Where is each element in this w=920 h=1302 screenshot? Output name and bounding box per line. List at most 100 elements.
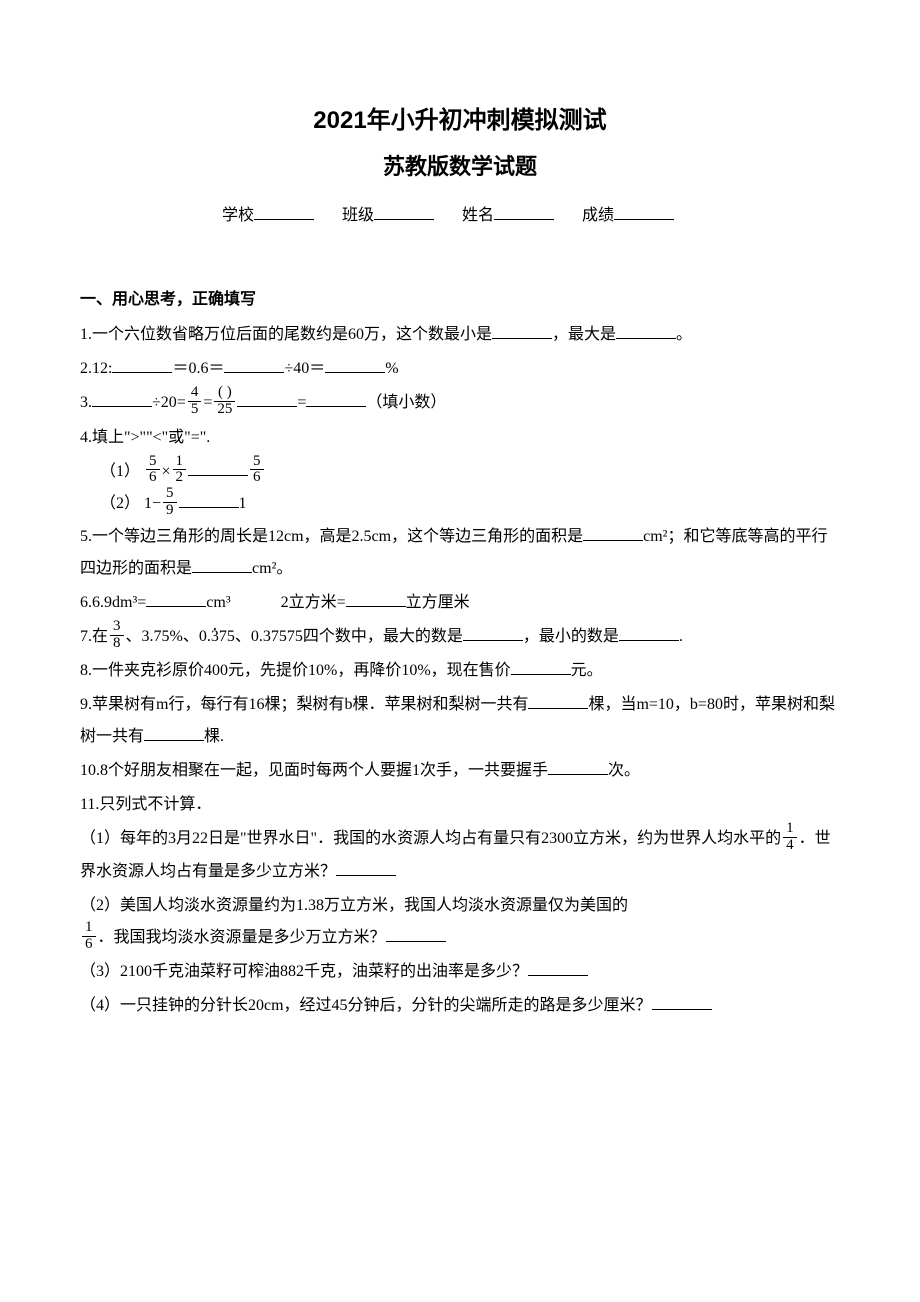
q4-1-frac2-den: 2 bbox=[173, 470, 187, 486]
school-blank[interactable] bbox=[254, 203, 314, 220]
q5-text-3: cm²。 bbox=[252, 560, 292, 577]
q3-blank-2[interactable] bbox=[237, 392, 297, 407]
q9-blank-1[interactable] bbox=[528, 694, 588, 709]
page-container: 2021年小升初冲刺模拟测试 苏教版数学试题 学校 班级 姓名 成绩 一、用心思… bbox=[0, 0, 920, 1084]
q2-text-3: ÷40＝ bbox=[284, 360, 325, 377]
q7-frac: 38 bbox=[110, 619, 124, 652]
question-2: 2.12:＝0.6＝÷40＝% bbox=[80, 353, 840, 385]
q4-2-frac-den: 9 bbox=[163, 503, 177, 519]
q4-1-blank[interactable] bbox=[188, 461, 248, 476]
q6-text-3: 2立方米= bbox=[281, 594, 346, 611]
q3-frac2-num: ( ) bbox=[214, 385, 235, 402]
q11-1-frac-num: 1 bbox=[783, 821, 797, 838]
q7-recur-post: 75 bbox=[219, 628, 235, 645]
class-label: 班级 bbox=[342, 207, 374, 224]
question-7: 7.在38、3.75%、0.375、0.37575四个数中，最大的数是，最小的数… bbox=[80, 621, 840, 654]
q4-2-frac-num: 5 bbox=[163, 486, 177, 503]
q5-blank-2[interactable] bbox=[192, 558, 252, 573]
q10-text-2: 次。 bbox=[608, 762, 640, 779]
question-1: 1.一个六位数省略万位后面的尾数约是60万，这个数最小是，最大是。 bbox=[80, 319, 840, 351]
question-4-1: （1） 56×1256 bbox=[80, 456, 840, 489]
section1-header: 一、用心思考，正确填写 bbox=[80, 285, 840, 309]
q4-2-p2: 1 bbox=[239, 495, 247, 512]
q2-blank-1[interactable] bbox=[112, 358, 172, 373]
q3-fraction-2: ( )25 bbox=[214, 385, 235, 418]
q9-text-3: 棵. bbox=[204, 728, 224, 745]
q4-1-frac2-num: 1 bbox=[173, 454, 187, 471]
q4-1-mul: × bbox=[162, 463, 171, 480]
q4-1-frac3-num: 5 bbox=[250, 454, 264, 471]
class-blank[interactable] bbox=[374, 203, 434, 220]
q1-text-1: 1.一个六位数省略万位后面的尾数约是60万，这个数最小是 bbox=[80, 326, 492, 343]
q2-text-1: 2.12: bbox=[80, 360, 112, 377]
q11-4-text: （4）一只挂钟的分针长20cm，经过45分钟后，分针的尖端所走的路是多少厘米？ bbox=[80, 997, 652, 1014]
q7-blank-2[interactable] bbox=[619, 626, 679, 641]
q2-text-4: % bbox=[385, 360, 398, 377]
q11-2-text-1: （2）美国人均淡水资源量约为1.38万立方米，我国人均淡水资源量仅为美国的 bbox=[80, 897, 628, 914]
q3-eq2: = bbox=[297, 394, 306, 411]
q3-eq1: = bbox=[203, 394, 212, 411]
q7-frac-num: 3 bbox=[110, 619, 124, 636]
q9-blank-2[interactable] bbox=[144, 726, 204, 741]
q6-text-2: cm³ bbox=[206, 594, 230, 611]
q3-frac1-den: 5 bbox=[188, 402, 202, 418]
q5-blank-1[interactable] bbox=[583, 526, 643, 541]
q2-blank-3[interactable] bbox=[325, 358, 385, 373]
q1-blank-1[interactable] bbox=[492, 324, 552, 339]
q3-text-2: ÷20= bbox=[152, 394, 186, 411]
q11-4-blank[interactable] bbox=[652, 995, 712, 1010]
q3-fraction-1: 45 bbox=[188, 385, 202, 418]
q4-2-label: （2） bbox=[100, 495, 140, 512]
question-10: 10.8个好朋友相聚在一起，见面时每两个人要握1次手，一共要握手次。 bbox=[80, 755, 840, 787]
q4-2-blank[interactable] bbox=[179, 493, 239, 508]
q7-text-1: 7.在 bbox=[80, 628, 108, 645]
q1-text-2: ，最大是 bbox=[552, 326, 616, 343]
q9-text-1: 9.苹果树有m行，每行有16棵；梨树有b棵．苹果树和梨树一共有 bbox=[80, 696, 528, 713]
question-11-header: 11.只列式不计算． bbox=[80, 789, 840, 821]
q11-3-text: （3）2100千克油菜籽可榨油882千克，油菜籽的出油率是多少？ bbox=[80, 963, 528, 980]
question-6: 6.6.9dm³= cm³ 2立方米= 立方厘米 bbox=[80, 587, 840, 619]
q6-blank-1[interactable] bbox=[146, 592, 206, 607]
q8-blank[interactable] bbox=[511, 660, 571, 675]
q3-text-1: 3. bbox=[80, 394, 92, 411]
q7-text-2: 、3.75%、 bbox=[126, 628, 199, 645]
title-main: 2021年小升初冲刺模拟测试 bbox=[80, 100, 840, 135]
q4-1-frac1: 56 bbox=[146, 454, 160, 487]
q3-blank-1[interactable] bbox=[92, 392, 152, 407]
q1-blank-2[interactable] bbox=[616, 324, 676, 339]
q6-text-1: 6.6.9dm³= bbox=[80, 594, 146, 611]
q4-1-frac3: 56 bbox=[250, 454, 264, 487]
q11-1-text-1: （1）每年的3月22日是"世界水日"．我国的水资源人均占有量只有2300立方米，… bbox=[80, 830, 781, 847]
q4-1-frac3-den: 6 bbox=[250, 470, 264, 486]
q6-text-4: 立方厘米 bbox=[406, 594, 470, 611]
name-blank[interactable] bbox=[494, 203, 554, 220]
student-info-line: 学校 班级 姓名 成绩 bbox=[80, 201, 840, 225]
q3-frac2-den: 25 bbox=[214, 402, 235, 418]
q6-blank-2[interactable] bbox=[346, 592, 406, 607]
name-label: 姓名 bbox=[462, 207, 494, 224]
question-8: 8.一件夹克衫原价400元，先提价10%，再降价10%，现在售价元。 bbox=[80, 655, 840, 687]
score-blank[interactable] bbox=[614, 203, 674, 220]
q7-recur-pre: 0. bbox=[199, 628, 211, 645]
q3-blank-3[interactable] bbox=[306, 392, 366, 407]
q11-2-frac: 16 bbox=[82, 920, 96, 953]
question-11-2: （2）美国人均淡水资源量约为1.38万立方米，我国人均淡水资源量仅为美国的16．… bbox=[80, 890, 840, 955]
q7-text-4: 、0.37575四个数中，最大的数是 bbox=[235, 628, 463, 645]
q4-1-frac2: 12 bbox=[173, 454, 187, 487]
q5-text-1: 5.一个等边三角形的周长是12cm，高是2.5cm，这个等边三角形的面积是 bbox=[80, 528, 583, 545]
q3-text-3: （填小数） bbox=[366, 394, 446, 411]
score-label: 成绩 bbox=[582, 207, 614, 224]
q11-1-blank[interactable] bbox=[336, 861, 396, 876]
q7-blank-1[interactable] bbox=[463, 626, 523, 641]
q10-blank[interactable] bbox=[548, 760, 608, 775]
q11-1-frac: 14 bbox=[783, 821, 797, 854]
q7-recur-dot: 3 bbox=[211, 621, 219, 653]
title-sub: 苏教版数学试题 bbox=[80, 149, 840, 181]
q4-1-frac1-num: 5 bbox=[146, 454, 160, 471]
q3-frac1-num: 4 bbox=[188, 385, 202, 402]
q11-3-blank[interactable] bbox=[528, 961, 588, 976]
q2-blank-2[interactable] bbox=[224, 358, 284, 373]
q4-1-frac1-den: 6 bbox=[146, 470, 160, 486]
question-3: 3.÷20=45=( )25=（填小数） bbox=[80, 387, 840, 420]
q11-2-blank[interactable] bbox=[386, 927, 446, 942]
